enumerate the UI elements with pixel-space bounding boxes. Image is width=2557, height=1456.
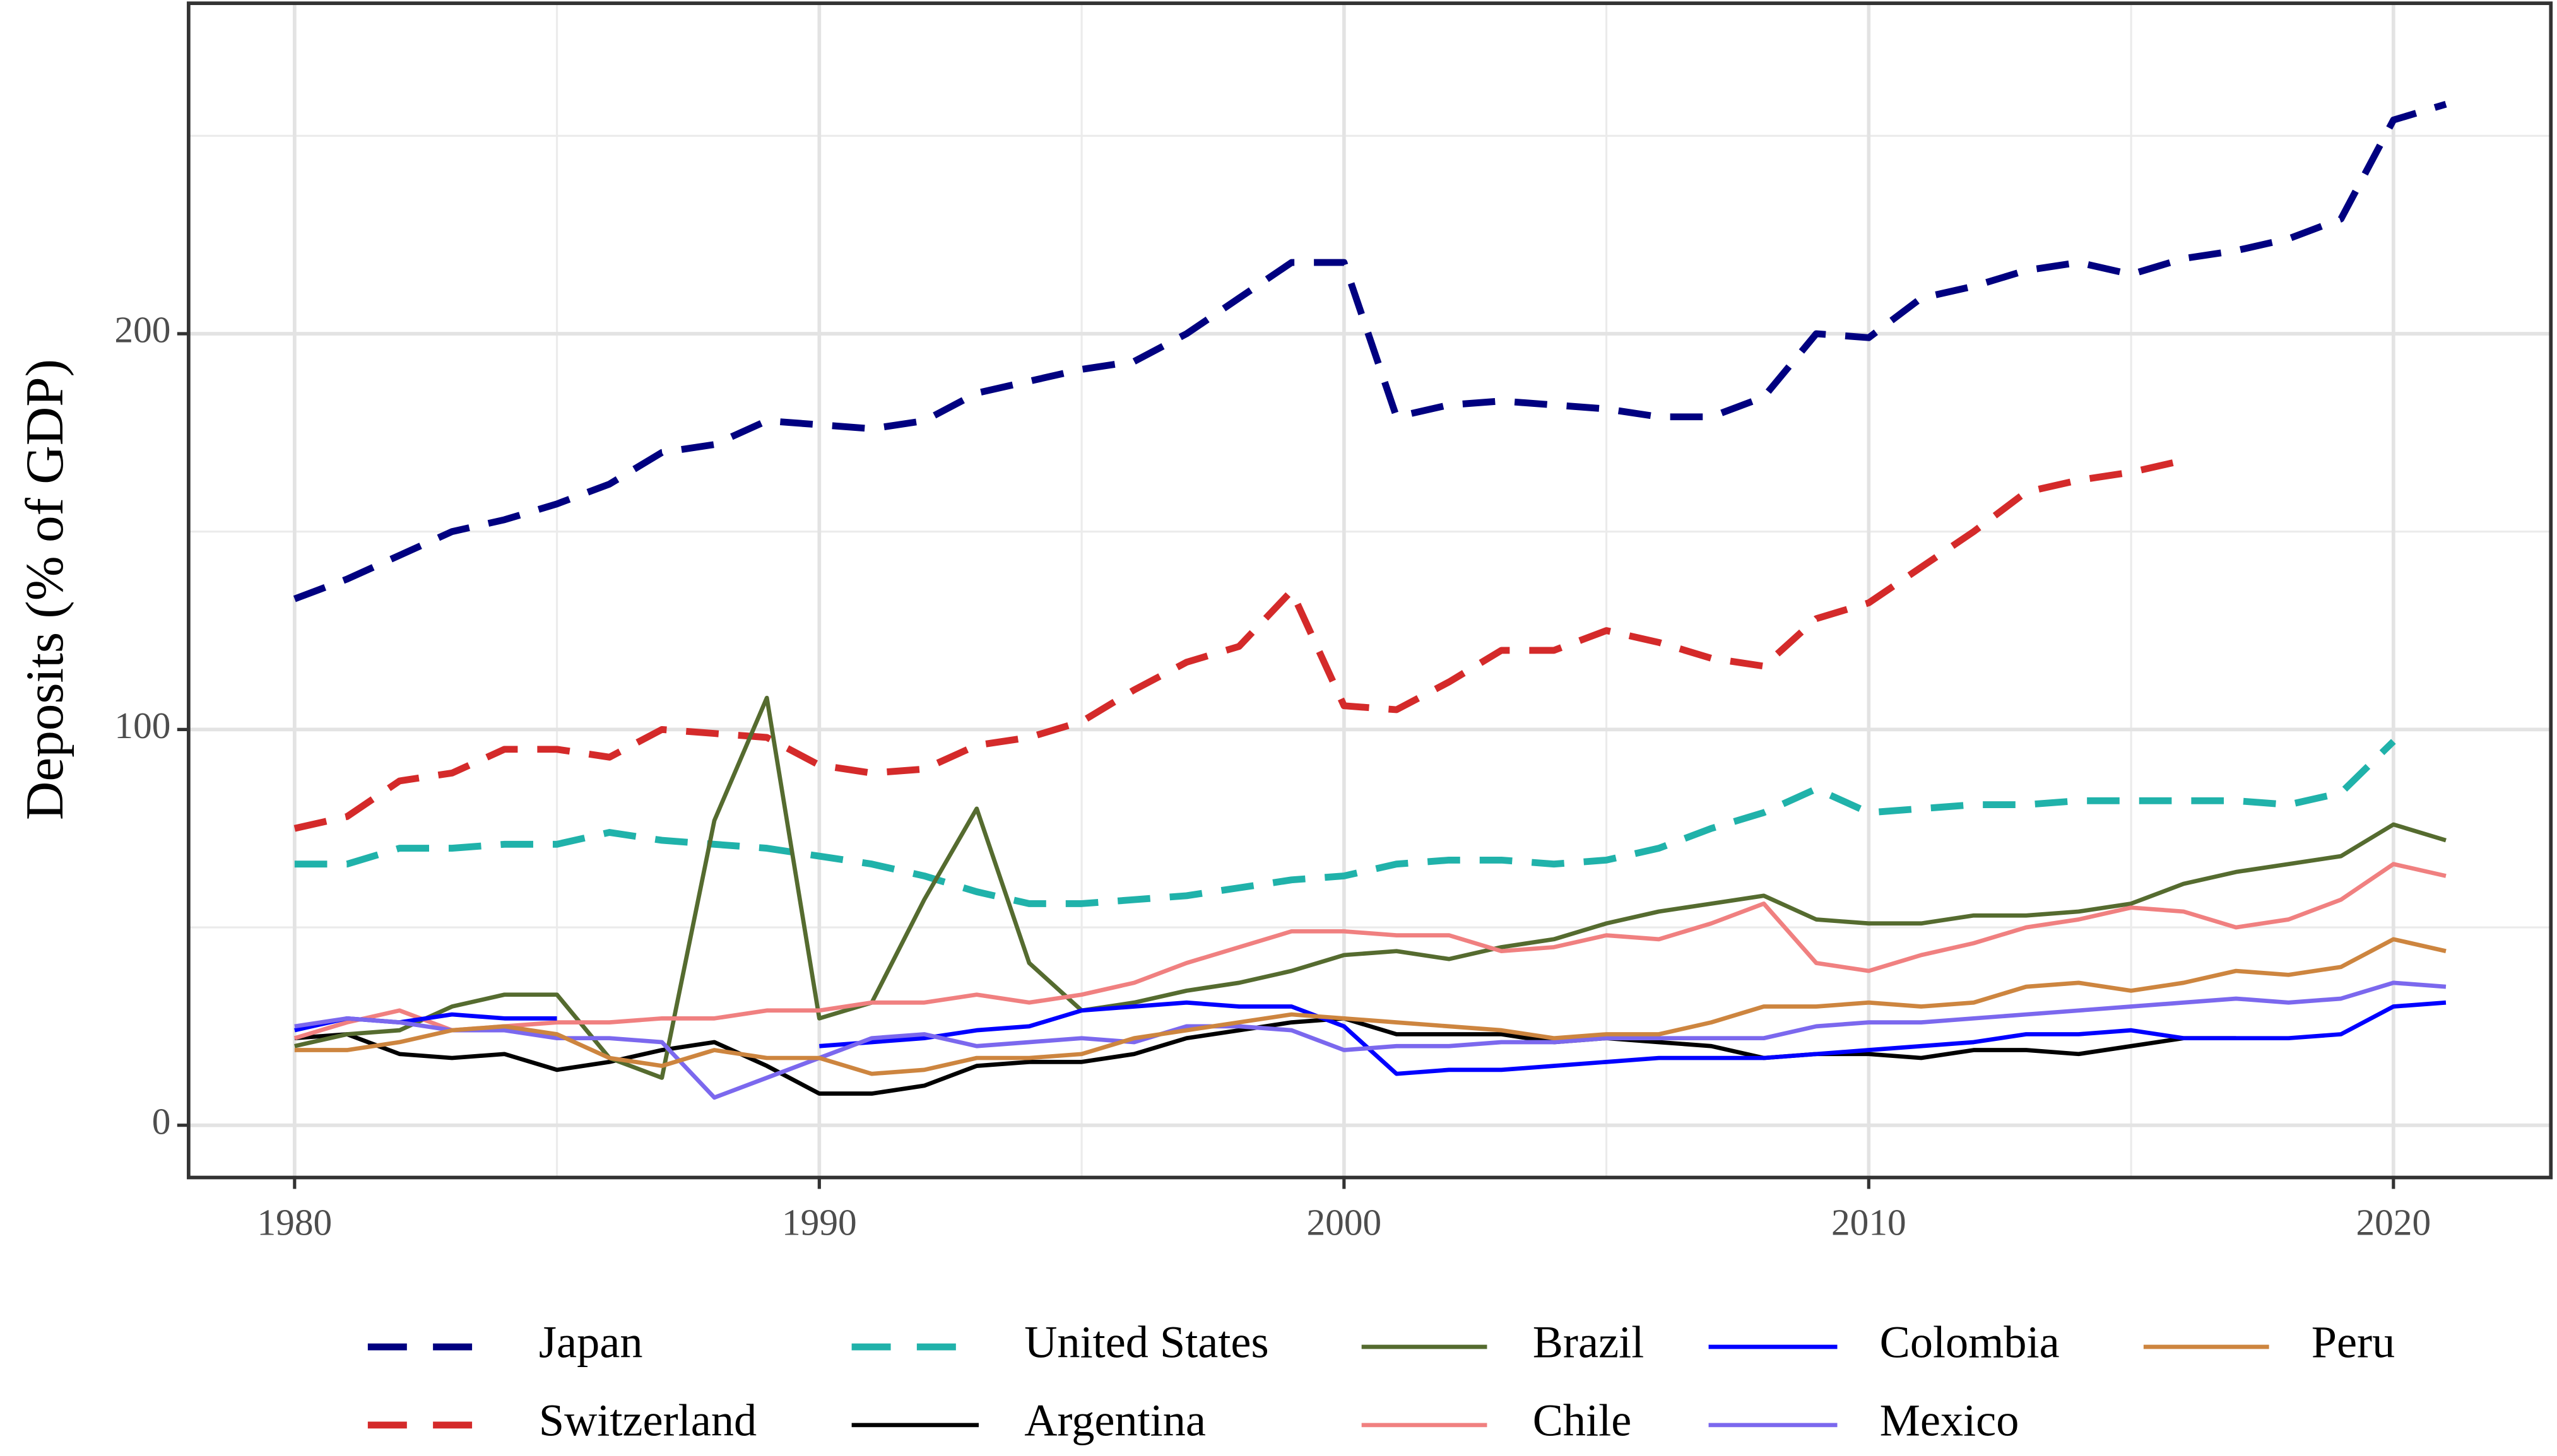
- lines: [293, 100, 2447, 1100]
- x-tick-label: 1990: [782, 1202, 857, 1243]
- series-line: [293, 100, 2447, 602]
- legend-label: Argentina: [1024, 1395, 1206, 1446]
- y-tick-label: 0: [152, 1100, 171, 1142]
- y-tick-label: 200: [114, 309, 170, 351]
- plot-border: [187, 1, 2553, 1180]
- legend-label: Japan: [539, 1317, 643, 1368]
- legend-label: Switzerland: [539, 1395, 757, 1446]
- x-tick-label: 2010: [1831, 1202, 1906, 1243]
- legend-label: Mexico: [1880, 1395, 2019, 1446]
- series-line: [294, 695, 2447, 1080]
- legend: Japan Switzerland United States Argentina Br…: [367, 1317, 2395, 1446]
- x-tick-label: 1980: [257, 1202, 332, 1243]
- axes: 0 100 200 1980 1990 2000 2010 2020: [114, 309, 2431, 1243]
- y-axis-label: Deposits (% of GDP): [15, 359, 74, 820]
- y-tick-label: 100: [114, 705, 170, 746]
- series-line: [294, 980, 2447, 1100]
- series-line: [294, 739, 2396, 907]
- x-tick-label: 2000: [1306, 1202, 1381, 1243]
- legend-label: Brazil: [1533, 1317, 1645, 1368]
- series-line: [293, 457, 2185, 832]
- legend-label: Peru: [2312, 1317, 2395, 1368]
- legend-label: Chile: [1533, 1395, 1632, 1446]
- x-tick-label: 2020: [2356, 1202, 2431, 1243]
- legend-label: United States: [1024, 1317, 1268, 1368]
- series-line: [293, 862, 2447, 1040]
- legend-label: Colombia: [1880, 1317, 2060, 1368]
- series-line: [294, 937, 2447, 1076]
